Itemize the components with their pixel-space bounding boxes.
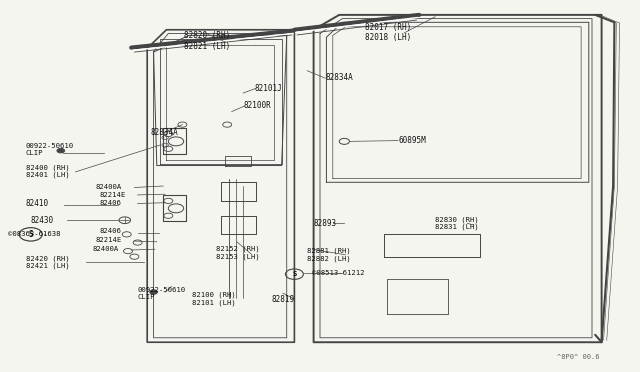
Circle shape [150, 290, 157, 294]
Text: 82101J: 82101J [255, 84, 282, 93]
Text: S: S [28, 230, 33, 239]
Text: ©08363-61638: ©08363-61638 [8, 231, 60, 237]
Text: S: S [292, 271, 296, 277]
Text: 82893: 82893 [314, 219, 337, 228]
Text: 82406: 82406 [99, 228, 121, 234]
Text: 82214E: 82214E [99, 192, 125, 198]
Text: ©08513-61212: ©08513-61212 [312, 270, 365, 276]
Text: 82100 (RH)
82101 (LH): 82100 (RH) 82101 (LH) [192, 292, 236, 306]
Text: 82830 (RH)
82831 (LH): 82830 (RH) 82831 (LH) [435, 216, 479, 230]
Text: 82214E: 82214E [96, 237, 122, 243]
Text: 82017 (RH)
82018 (LH): 82017 (RH) 82018 (LH) [365, 23, 411, 42]
Text: 82400A: 82400A [93, 246, 119, 252]
Text: 00922-50610
CLIP: 00922-50610 CLIP [138, 287, 186, 299]
Text: 60895M: 60895M [398, 136, 426, 145]
Text: 82820 (RH)
82821 (LH): 82820 (RH) 82821 (LH) [184, 31, 230, 51]
Text: 82400A: 82400A [96, 184, 122, 190]
Text: 82819: 82819 [272, 295, 295, 304]
Text: 82152 (RH)
82153 (LH): 82152 (RH) 82153 (LH) [216, 246, 260, 260]
Text: 82410: 82410 [26, 199, 49, 208]
Text: 82881 (RH)
82882 (LH): 82881 (RH) 82882 (LH) [307, 248, 351, 262]
Text: 82400 (RH)
82401 (LH): 82400 (RH) 82401 (LH) [26, 164, 69, 178]
Text: 82834A: 82834A [325, 73, 353, 81]
Text: ^8P0^ 00.6: ^8P0^ 00.6 [557, 354, 599, 360]
Text: 00922-50610
CLIP: 00922-50610 CLIP [26, 143, 74, 156]
Text: 82420 (RH)
82421 (LH): 82420 (RH) 82421 (LH) [26, 255, 69, 269]
Text: 82100R: 82100R [243, 101, 271, 110]
Circle shape [57, 148, 65, 153]
Text: 82406: 82406 [99, 200, 121, 206]
Text: 82834A: 82834A [150, 128, 178, 137]
Text: 82430: 82430 [31, 216, 54, 225]
